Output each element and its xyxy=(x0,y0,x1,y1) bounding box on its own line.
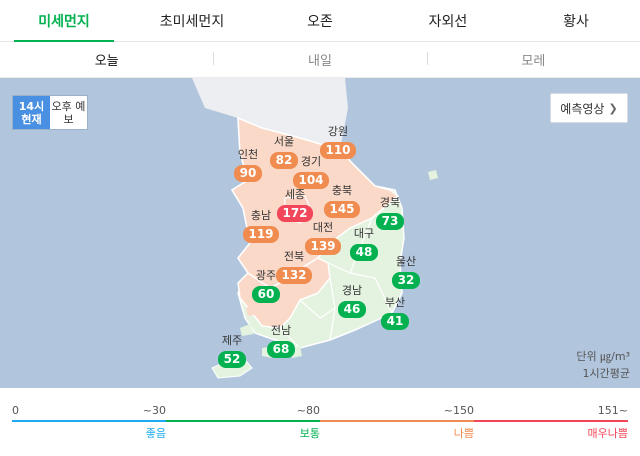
region-marker[interactable]: 서울 82 xyxy=(257,135,311,169)
day-tab-tomorrow[interactable]: 내일 xyxy=(213,50,426,69)
time-forecast-button[interactable]: 오후 예보 xyxy=(51,99,86,126)
region-value-badge: 172 xyxy=(277,205,313,222)
legend-tick: ~80 xyxy=(296,404,320,417)
region-marker[interactable]: 강원 110 xyxy=(311,125,365,159)
region-name: 경북 xyxy=(379,196,401,209)
region-value-badge: 119 xyxy=(243,226,279,243)
legend-segment: ~30 좋음 xyxy=(12,404,166,444)
unit-average-label: 1시간평균 xyxy=(582,367,630,380)
island-ganghwa xyxy=(236,184,250,198)
region-name: 충북 xyxy=(331,184,353,197)
region-name: 세종 xyxy=(284,188,306,201)
legend-bar xyxy=(166,420,320,422)
tab-ozone[interactable]: 오존 xyxy=(307,13,333,30)
region-value-badge: 145 xyxy=(324,201,360,218)
legend-label: 나쁨 xyxy=(453,427,474,440)
legend-bar xyxy=(474,420,628,422)
region-value-badge: 41 xyxy=(381,313,409,330)
region-value-badge: 46 xyxy=(338,301,366,318)
tab-yellow-dust[interactable]: 황사 xyxy=(563,13,589,30)
region-marker[interactable]: 경북 73 xyxy=(363,196,417,230)
region-name: 제주 xyxy=(221,334,243,347)
region-name: 충남 xyxy=(250,209,272,222)
region-name: 인천 xyxy=(237,148,259,161)
region-marker[interactable]: 전북 132 xyxy=(267,250,321,284)
region-marker[interactable]: 충남 119 xyxy=(234,209,288,243)
region-marker[interactable]: 세종 172 xyxy=(268,188,322,222)
region-name: 전남 xyxy=(270,324,292,337)
legend-tick: ~150 xyxy=(443,404,474,417)
legend-label: 보통 xyxy=(299,427,320,440)
day-tab-day-after[interactable]: 모레 xyxy=(426,50,640,69)
region-value-badge: 60 xyxy=(252,286,280,303)
legend-segment: ~150 나쁨 xyxy=(320,404,474,444)
legend-start-tick: 0 xyxy=(12,404,19,417)
legend-tick: ~30 xyxy=(142,404,166,417)
forecast-video-label: 예측영상 xyxy=(560,101,605,116)
unit-label: 단위 ㎍/m³ xyxy=(576,350,630,363)
dust-map: 14시 현재 오후 예보 예측영상 ❯ 서울 82 강원 110 인천 90 경기 104 세종… xyxy=(0,78,640,388)
legend-bar xyxy=(12,420,166,422)
region-value-badge: 110 xyxy=(320,142,356,159)
island-sw2 xyxy=(240,324,254,336)
region-value-badge: 32 xyxy=(392,272,420,289)
region-value-badge: 139 xyxy=(305,238,341,255)
region-marker[interactable]: 전남 68 xyxy=(254,324,308,358)
day-tabs: 오늘 내일 모레 xyxy=(0,42,640,78)
island-sw1 xyxy=(246,304,258,316)
chevron-right-icon: ❯ xyxy=(608,101,618,115)
region-marker[interactable]: 경남 46 xyxy=(325,284,379,318)
region-marker[interactable]: 대전 139 xyxy=(296,221,350,255)
region-marker[interactable]: 인천 90 xyxy=(221,148,275,182)
region-marker[interactable]: 경기 104 xyxy=(284,155,338,189)
level-legend: 0 ~30 좋음 ~80 보통 ~150 나쁨 151~ 매우나쁨 xyxy=(12,404,628,444)
region-marker[interactable]: 충북 145 xyxy=(315,184,369,218)
pollutant-tabs: 미세먼지 초미세먼지 오존 자외선 황사 xyxy=(0,0,640,42)
tab-uv[interactable]: 자외선 xyxy=(428,13,468,30)
region-marker[interactable]: 대구 48 xyxy=(337,227,391,261)
region-value-badge: 132 xyxy=(276,267,312,284)
time-toggle: 14시 현재 오후 예보 xyxy=(12,95,88,130)
region-value-badge: 48 xyxy=(350,244,378,261)
legend-label: 좋음 xyxy=(145,427,166,440)
region-name: 전북 xyxy=(283,250,305,263)
region-marker[interactable]: 울산 32 xyxy=(379,255,433,289)
unit-info: 단위 ㎍/m³ 1시간평균 xyxy=(576,348,630,382)
region-name: 울산 xyxy=(395,255,417,268)
tab-pm25[interactable]: 초미세먼지 xyxy=(159,13,225,30)
region-marker[interactable]: 제주 52 xyxy=(205,334,259,368)
legend-tick: 151~ xyxy=(597,404,628,417)
forecast-video-button[interactable]: 예측영상 ❯ xyxy=(550,93,628,123)
legend-segment: ~80 보통 xyxy=(166,404,320,444)
region-name: 경기 xyxy=(300,155,322,168)
region-name: 광주 xyxy=(255,269,277,282)
region-value-badge: 52 xyxy=(218,351,246,368)
region-name: 서울 xyxy=(273,135,295,148)
region-name: 경남 xyxy=(341,284,363,297)
day-tab-today[interactable]: 오늘 xyxy=(94,54,119,69)
region-name: 강원 xyxy=(327,125,349,138)
legend-bar xyxy=(320,420,474,422)
region-marker[interactable]: 광주 60 xyxy=(239,269,293,303)
time-now-button[interactable]: 14시 현재 xyxy=(13,96,50,129)
region-value-badge: 73 xyxy=(376,213,404,230)
island-ulleung xyxy=(428,170,438,180)
region-name: 부산 xyxy=(384,296,406,309)
region-name: 대구 xyxy=(353,227,375,240)
region-name: 대전 xyxy=(312,221,334,234)
region-value-badge: 82 xyxy=(270,152,298,169)
region-borders xyxy=(279,217,393,349)
region-value-badge: 68 xyxy=(267,341,295,358)
tab-pm10[interactable]: 미세먼지 xyxy=(0,0,128,42)
region-marker[interactable]: 부산 41 xyxy=(368,296,422,330)
legend-segment: 151~ 매우나쁨 xyxy=(474,404,628,444)
region-value-badge: 90 xyxy=(234,165,262,182)
region-value-badge: 104 xyxy=(293,172,329,189)
north-area xyxy=(192,78,348,150)
legend-label: 매우나쁨 xyxy=(587,427,628,440)
